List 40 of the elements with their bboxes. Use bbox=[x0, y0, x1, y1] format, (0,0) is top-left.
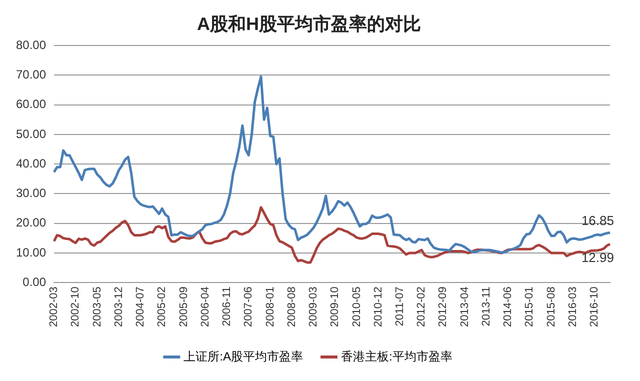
x-tick-label: 2006-11 bbox=[221, 286, 234, 326]
x-tick-label: 2004-07 bbox=[134, 286, 147, 328]
annotation: 16.85 bbox=[581, 212, 614, 228]
x-tick-label: 2012-09 bbox=[437, 286, 450, 328]
x-tick-label: 2013-11 bbox=[480, 286, 492, 326]
x-tick-label: 2005-02 bbox=[156, 286, 168, 328]
x-tick-label: 2002-03 bbox=[48, 286, 60, 328]
y-tick-label: 50.00 bbox=[16, 126, 46, 141]
x-tick-label: 2016-10 bbox=[588, 286, 601, 328]
x-tick-label: 2009-03 bbox=[308, 286, 320, 328]
x-tick-label: 2012-02 bbox=[416, 286, 428, 328]
x-tick-label: 2008-01 bbox=[264, 286, 276, 328]
y-tick-label: 0.00 bbox=[22, 274, 46, 289]
x-tick-label: 2003-12 bbox=[112, 286, 125, 328]
x-tick-label: 2007-06 bbox=[242, 286, 255, 328]
x-tick-label: 2011-07 bbox=[394, 286, 406, 326]
x-tick-label: 2014-06 bbox=[502, 286, 514, 328]
x-tick-label: 2003-05 bbox=[91, 286, 104, 328]
x-tick-label: 2005-09 bbox=[178, 286, 190, 328]
x-tick-label: 2010-05 bbox=[350, 286, 363, 328]
x-tick-label: 2010-12 bbox=[372, 286, 384, 328]
legend-label: 香港主板:平均市盈率 bbox=[341, 349, 452, 364]
y-tick-label: 60.00 bbox=[16, 97, 46, 112]
x-tick-label: 2009-10 bbox=[329, 286, 342, 328]
legend-label: 上证所:A股平均市盈率 bbox=[184, 349, 304, 364]
y-tick-label: 20.00 bbox=[16, 216, 46, 230]
x-tick-label: 2015-08 bbox=[545, 286, 558, 328]
x-tick-label: 2008-08 bbox=[286, 286, 298, 328]
x-tick-label: 2016-03 bbox=[566, 286, 579, 328]
y-tick-label: 80.00 bbox=[16, 38, 46, 52]
y-tick-label: 10.00 bbox=[16, 245, 46, 260]
y-tick-label: 40.00 bbox=[16, 156, 46, 170]
x-tick-label: 2002-10 bbox=[70, 286, 82, 328]
x-tick-label: 2006-04 bbox=[199, 286, 212, 328]
x-tick-label: 2015-01 bbox=[524, 286, 536, 328]
y-tick-label: 70.00 bbox=[16, 68, 46, 82]
y-tick-label: 30.00 bbox=[16, 186, 46, 200]
chart-title: A股和H股平均市盈率的对比 bbox=[197, 14, 421, 34]
x-tick-label: 2013-04 bbox=[458, 286, 471, 328]
annotation: 12.99 bbox=[581, 250, 614, 266]
